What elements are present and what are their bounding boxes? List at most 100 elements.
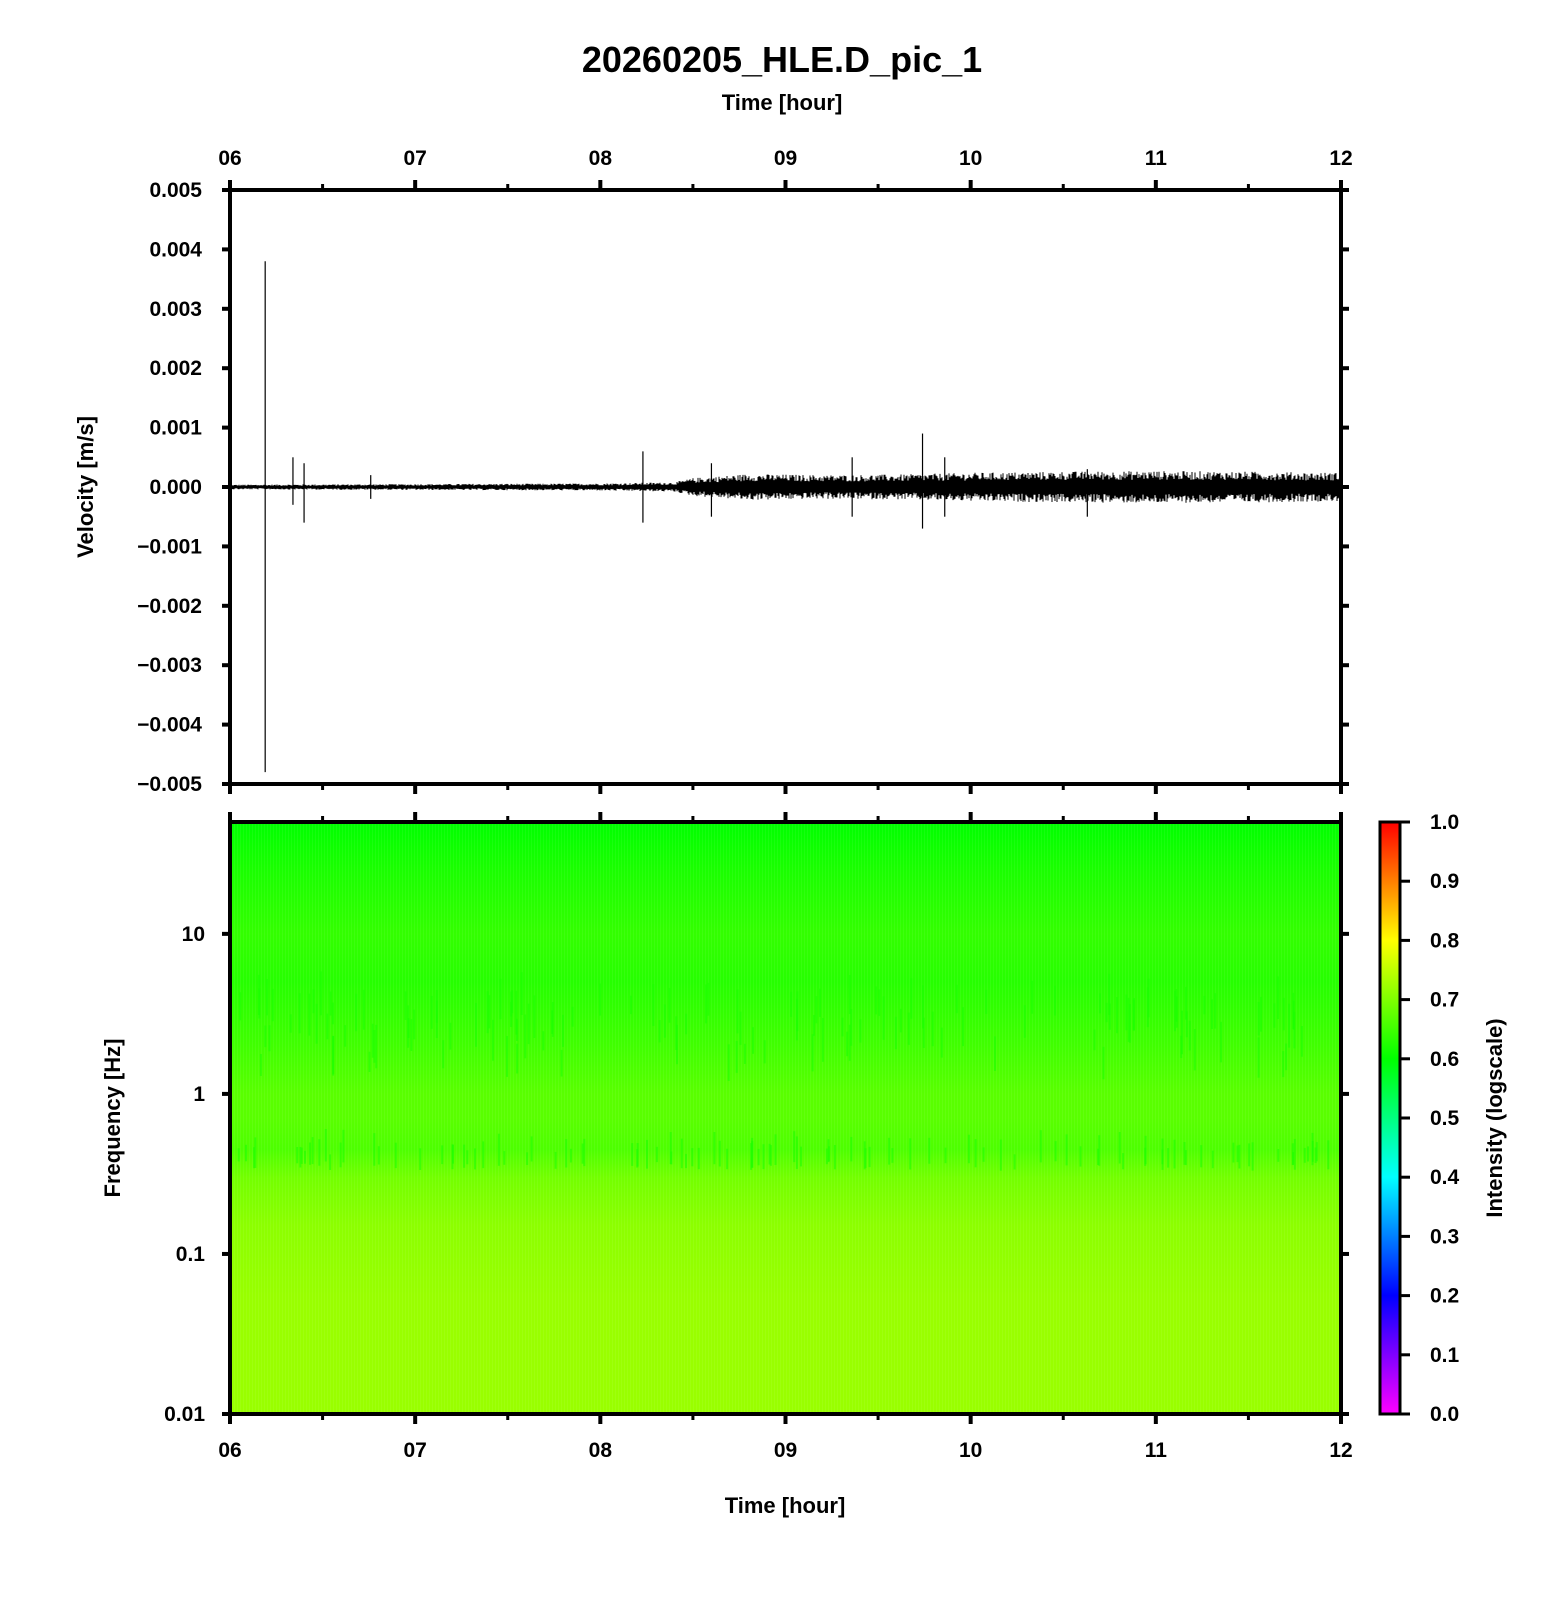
spectrogram-streak bbox=[1200, 1145, 1203, 1168]
spectrogram-streak bbox=[907, 1012, 910, 1045]
spectrogram-streak bbox=[449, 1022, 452, 1050]
spectrogram-streak bbox=[312, 989, 315, 1014]
velocity-tick-label: −0.004 bbox=[137, 714, 202, 737]
spectrogram-streak bbox=[565, 1139, 568, 1168]
spectrogram-streak bbox=[510, 1001, 513, 1027]
spectrogram-streak bbox=[571, 1006, 574, 1027]
spectrogram-streak bbox=[800, 1146, 802, 1167]
bottom-x-tick-label: 12 bbox=[1329, 1439, 1352, 1462]
spectrogram-streak bbox=[253, 1147, 255, 1169]
spectrogram-streak bbox=[1161, 1138, 1164, 1170]
spectrogram-streak bbox=[669, 1132, 672, 1164]
colorbar-tick-label: 0.9 bbox=[1430, 870, 1459, 893]
spectrogram-streak bbox=[663, 1004, 666, 1038]
spectrogram-streak bbox=[1232, 1142, 1235, 1163]
spectrogram-streak bbox=[894, 1016, 897, 1050]
spectrogram-streak bbox=[769, 1145, 772, 1166]
spectrogram-streak bbox=[967, 1134, 970, 1164]
spectrogram-streak bbox=[1188, 1020, 1191, 1051]
spectrogram-streak bbox=[735, 1041, 738, 1073]
spectrogram-streak bbox=[982, 1147, 985, 1162]
spectrogram-streak bbox=[542, 1031, 545, 1051]
velocity-tick-label: −0.002 bbox=[137, 595, 202, 618]
spectrogram-streak bbox=[1211, 1150, 1214, 1169]
velocity-tick-label: −0.005 bbox=[137, 773, 202, 796]
spectrogram-streak bbox=[332, 1036, 335, 1076]
spectrogram-streak bbox=[1293, 1138, 1296, 1170]
velocity-tick-label: 0.005 bbox=[149, 179, 202, 202]
spectrogram-streak bbox=[768, 1143, 771, 1165]
velocity-tick-label: 0.004 bbox=[149, 238, 202, 261]
spectrogram-panel: 06 07 08 09 10 11 12 10 1 0.1 0.01 Frequency [Hz]… bbox=[100, 812, 1353, 1518]
spectrogram-streak bbox=[875, 986, 878, 1015]
spectrogram-streak bbox=[1214, 993, 1217, 1029]
spectrogram-streak bbox=[825, 1148, 828, 1165]
spectrogram-streak bbox=[315, 1003, 318, 1044]
spectrogram-streak bbox=[237, 1148, 240, 1162]
spectrogram-streak bbox=[757, 1148, 760, 1166]
top-x-tick-label: 11 bbox=[1145, 147, 1168, 170]
colorbar-tick-label: 0.7 bbox=[1430, 989, 1459, 1012]
velocity-tick-label: −0.003 bbox=[137, 654, 202, 677]
spectrogram-streak bbox=[257, 974, 260, 1015]
spectrogram-streak bbox=[319, 971, 322, 1016]
spectrogram-streak bbox=[646, 1139, 648, 1169]
spectrogram-streak bbox=[1236, 1145, 1239, 1163]
spectrogram-streak bbox=[329, 1154, 332, 1170]
spectrogram-streak bbox=[329, 991, 332, 1016]
waveform-trace bbox=[229, 261, 1342, 773]
spectrogram-streak bbox=[859, 1019, 862, 1043]
velocity-tick-label: 0.000 bbox=[149, 476, 202, 499]
spectrogram-streak bbox=[790, 991, 793, 1017]
colorbar-tick-label: 0.4 bbox=[1430, 1166, 1460, 1189]
spectrogram-streak bbox=[298, 993, 301, 1034]
spectrogram-streak bbox=[630, 995, 632, 1015]
spectrogram-streak bbox=[736, 989, 739, 1034]
spectrogram-streaks bbox=[237, 971, 1330, 1171]
spectrogram-streak bbox=[713, 1132, 716, 1165]
spectrogram-streak bbox=[1300, 1026, 1303, 1057]
spectrogram-streak bbox=[474, 1148, 476, 1170]
spectrogram-streak bbox=[726, 1148, 729, 1170]
spectrogram-streak bbox=[1277, 1149, 1280, 1162]
spectrogram-streak bbox=[718, 1140, 721, 1167]
frequency-tick-label: 0.01 bbox=[164, 1403, 205, 1426]
spectrogram-streak bbox=[848, 975, 851, 1014]
spectrogram-streak bbox=[940, 1027, 943, 1058]
top-x-tick-label: 10 bbox=[959, 147, 982, 170]
spectrogram-streak bbox=[1144, 1135, 1147, 1165]
spectrogram-streak bbox=[355, 993, 358, 1032]
bottom-x-tick-label: 11 bbox=[1145, 1439, 1168, 1462]
spectrogram-streak bbox=[707, 982, 710, 1016]
spectrogram-streak bbox=[1013, 1154, 1016, 1170]
frequency-tick-label: 1 bbox=[193, 1083, 205, 1106]
waveform-x-ticks: 06 07 08 09 10 11 12 bbox=[218, 147, 1353, 794]
spectrogram-streak bbox=[762, 1144, 765, 1170]
spectrogram-streak bbox=[1277, 976, 1279, 1019]
spectrogram-streak bbox=[264, 1025, 267, 1048]
spectrogram-streak bbox=[1065, 1134, 1068, 1166]
spectrogram-streak bbox=[407, 1005, 410, 1048]
spectrogram-streak bbox=[324, 1129, 327, 1162]
spectrogram-streak bbox=[974, 1139, 977, 1168]
spectrogram-streak bbox=[254, 1137, 257, 1168]
spectrogram-streak bbox=[675, 1016, 678, 1050]
colorbar-label: Intensity (logscale) bbox=[1482, 1018, 1507, 1217]
spectrogram-streak bbox=[1127, 997, 1130, 1042]
spectrogram-streak bbox=[652, 984, 655, 1026]
spectrogram-streak bbox=[1105, 1002, 1108, 1023]
spectrogram-streak bbox=[526, 1152, 529, 1165]
spectrogram-streak bbox=[486, 991, 489, 1034]
spectrogram-streak bbox=[533, 995, 536, 1038]
top-x-tick-label: 06 bbox=[218, 147, 241, 170]
spectrogram-streak bbox=[516, 1043, 519, 1074]
spectrogram-streak bbox=[520, 972, 523, 1015]
colorbar-tick-label: 1.0 bbox=[1430, 811, 1459, 834]
spectrogram-streak bbox=[1167, 1148, 1170, 1168]
spectrogram-streak bbox=[1175, 989, 1178, 1022]
spectrogram-streak bbox=[795, 1136, 798, 1169]
spectrogram-streak bbox=[1251, 1142, 1254, 1171]
top-x-tick-label: 07 bbox=[403, 147, 426, 170]
spectrogram-streak bbox=[362, 989, 365, 1030]
